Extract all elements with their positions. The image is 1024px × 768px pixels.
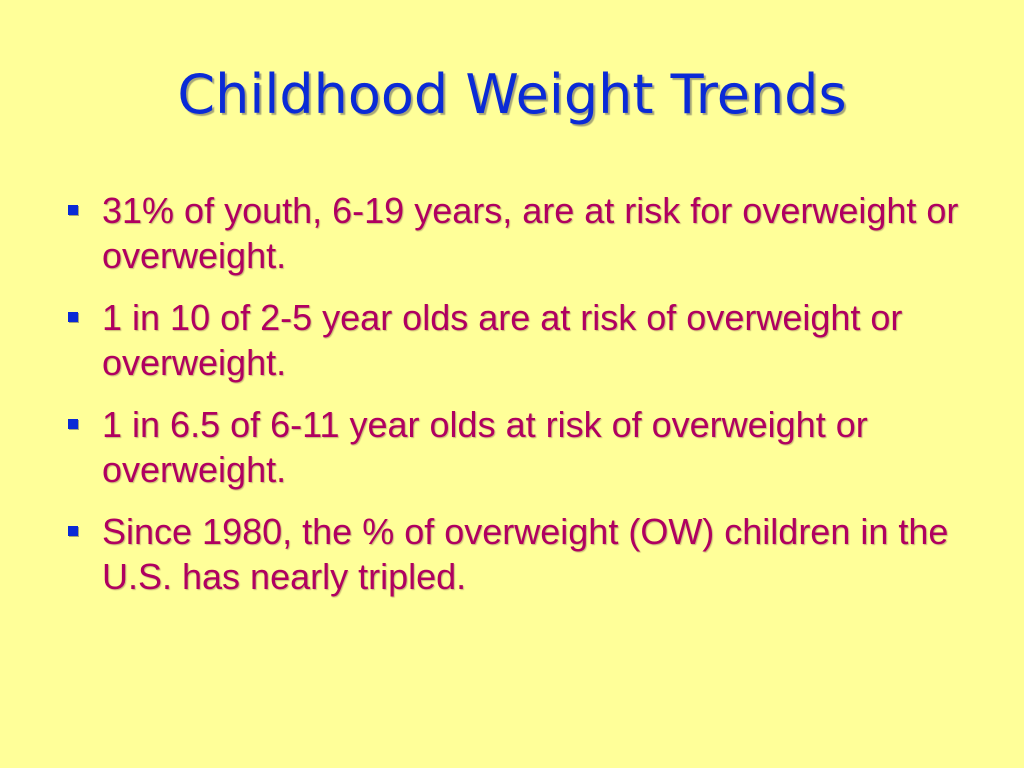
square-bullet-icon	[68, 205, 78, 215]
bullet-list: 31% of youth, 6-19 years, are at risk fo…	[60, 188, 960, 599]
square-bullet-icon	[68, 526, 78, 536]
slide-title: Childhood Weight Trends	[177, 63, 847, 126]
bullet-text: Since 1980, the % of overweight (OW) chi…	[102, 511, 949, 597]
bullet-text: 31% of youth, 6-19 years, are at risk fo…	[102, 190, 959, 276]
bullet-item: Since 1980, the % of overweight (OW) chi…	[60, 509, 960, 599]
bullet-item: 1 in 6.5 of 6-11 year olds at risk of ov…	[60, 402, 960, 492]
square-bullet-icon	[68, 419, 78, 429]
bullet-text: 1 in 6.5 of 6-11 year olds at risk of ov…	[102, 404, 868, 490]
bullet-item: 1 in 10 of 2-5 year olds are at risk of …	[60, 295, 960, 385]
square-bullet-icon	[68, 312, 78, 322]
bullet-item: 31% of youth, 6-19 years, are at risk fo…	[60, 188, 960, 278]
bullet-text: 1 in 10 of 2-5 year olds are at risk of …	[102, 297, 903, 383]
